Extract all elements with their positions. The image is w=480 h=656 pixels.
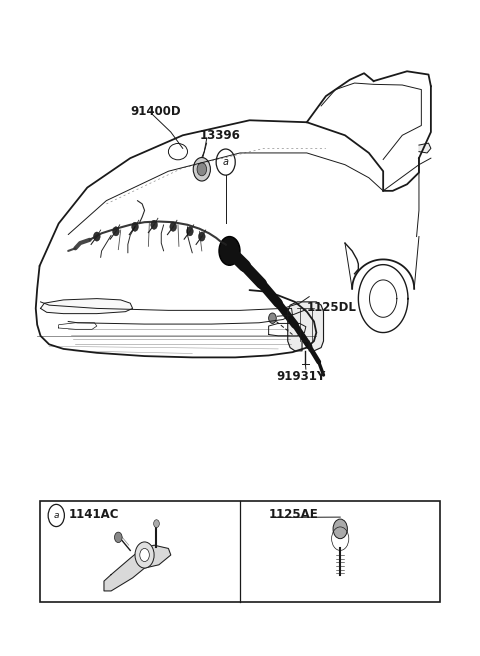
Circle shape	[170, 222, 177, 232]
Polygon shape	[419, 143, 431, 153]
Circle shape	[113, 227, 119, 236]
Circle shape	[48, 504, 64, 527]
Circle shape	[197, 163, 206, 176]
Text: a: a	[223, 157, 228, 167]
Polygon shape	[288, 302, 324, 351]
Circle shape	[187, 227, 193, 236]
Polygon shape	[104, 545, 171, 591]
Text: 1141AC: 1141AC	[68, 508, 119, 521]
Circle shape	[333, 519, 348, 539]
Circle shape	[154, 520, 159, 527]
Text: 91400D: 91400D	[130, 104, 181, 117]
Text: 91931Y: 91931Y	[276, 371, 326, 384]
Circle shape	[140, 548, 149, 562]
Circle shape	[115, 532, 122, 543]
Text: a: a	[53, 511, 59, 520]
Circle shape	[199, 232, 205, 241]
Circle shape	[132, 222, 138, 232]
Circle shape	[135, 542, 154, 568]
Polygon shape	[40, 298, 132, 314]
Circle shape	[269, 313, 276, 323]
Circle shape	[193, 157, 210, 181]
Bar	[39, 501, 441, 602]
Text: 13396: 13396	[199, 129, 240, 142]
Circle shape	[216, 149, 235, 175]
Text: 1125AE: 1125AE	[269, 508, 318, 521]
Circle shape	[151, 220, 157, 230]
Circle shape	[94, 232, 100, 241]
Text: 1125DL: 1125DL	[307, 300, 357, 314]
Circle shape	[219, 237, 240, 265]
Ellipse shape	[168, 144, 188, 160]
